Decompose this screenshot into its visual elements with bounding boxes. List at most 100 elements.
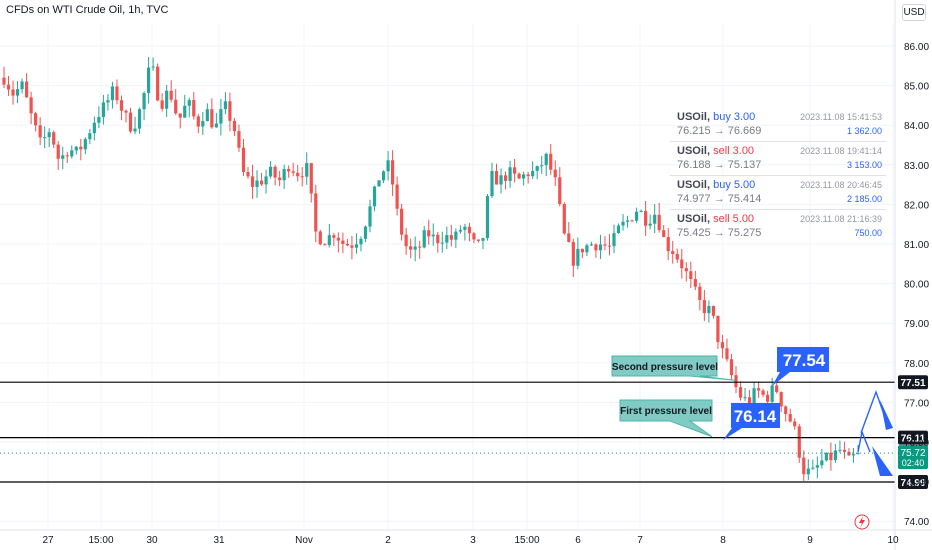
candle-body (594, 244, 598, 251)
y-tick-label: 76.00 (904, 438, 929, 449)
last-price-value: 75.72 (900, 448, 925, 459)
candle-body (128, 112, 133, 132)
x-tick-label: 31 (213, 535, 225, 546)
order-prices: 74.977 → 75.414 (677, 193, 762, 205)
candle-body (409, 246, 413, 250)
candle-body (115, 86, 119, 101)
projection-upper-path (860, 389, 887, 434)
candle-body (499, 175, 503, 185)
support-level-price-tag (898, 474, 928, 489)
candle-body (743, 397, 747, 399)
y-tick-label: 75.00 (904, 478, 929, 489)
candle-body (607, 245, 612, 247)
candle-body (418, 246, 422, 248)
order-row[interactable]: USOil, sell 3.00 76.188 → 75.137 2023.11… (670, 142, 886, 176)
x-tick-label: 27 (42, 535, 54, 546)
candle-body (300, 176, 304, 178)
x-tick-label: 9 (807, 535, 813, 546)
candle-body (372, 186, 377, 207)
order-symbol-text: USOil, (677, 145, 711, 157)
order-amount: 1 362.00 (846, 126, 882, 136)
orders-panel: USOil, buy 3.00 76.215 → 76.669 2023.11.… (670, 108, 886, 244)
candle-body (88, 133, 92, 140)
candle-body (151, 66, 155, 68)
candle-body (508, 167, 512, 181)
order-symbol: USOil, sell 5.00 (677, 213, 754, 225)
candle-body (847, 451, 851, 456)
candle-body (698, 286, 702, 301)
candle-body (802, 457, 806, 475)
candle-body (395, 184, 399, 209)
x-tick-label: 30 (146, 535, 158, 546)
candle-body (644, 210, 648, 226)
candle-body (716, 315, 720, 343)
candle-body (146, 67, 151, 94)
candle-body (246, 171, 250, 177)
y-tick-label: 79.00 (904, 319, 929, 330)
candle-body (517, 173, 521, 179)
candle-body (278, 177, 282, 181)
candle-body (160, 100, 164, 109)
candle-body (165, 90, 169, 109)
chart-title: CFDs on WTI Crude Oil, 1h, TVC (6, 4, 169, 16)
order-row[interactable]: USOil, buy 5.00 74.977 → 75.414 2023.11.… (670, 176, 886, 210)
candle-body (662, 230, 666, 237)
candle-body (255, 180, 259, 187)
x-tick-label: 7 (637, 535, 643, 546)
candle-body (842, 449, 847, 452)
candle-body (756, 388, 761, 391)
order-symbol: USOil, buy 3.00 (677, 111, 755, 123)
candle-body (264, 176, 268, 185)
candle-body (576, 248, 580, 266)
currency-badge[interactable]: USD (902, 4, 926, 21)
lightning-icon[interactable] (854, 514, 870, 530)
order-row[interactable]: USOil, sell 5.00 75.425 → 75.275 2023.11… (670, 210, 886, 244)
candle-body (309, 163, 313, 194)
candle-body (522, 174, 526, 179)
candle-body (11, 89, 15, 96)
candle-body (390, 160, 395, 185)
first-pressure-level-price-label: 76.11 (901, 434, 926, 445)
candle-body (598, 244, 603, 251)
candle-layer (2, 56, 860, 482)
candle-body (15, 89, 20, 96)
lower-price-box (723, 403, 780, 440)
candle-body (291, 171, 295, 173)
candle-body (711, 305, 716, 316)
candle-body (74, 146, 78, 151)
candle-body (445, 235, 449, 243)
candle-body (567, 233, 571, 242)
candle-body (693, 279, 697, 287)
y-tick-label: 85.00 (904, 82, 929, 93)
candle-body (481, 238, 485, 241)
candle-body (788, 414, 792, 422)
candle-body (625, 220, 630, 222)
candle-body (43, 137, 47, 139)
order-symbol: USOil, buy 5.00 (677, 179, 755, 191)
candle-body (214, 123, 218, 128)
candle-body (79, 146, 83, 150)
candle-body (675, 254, 679, 260)
candle-body (454, 231, 458, 240)
candle-body (490, 171, 494, 197)
order-row[interactable]: USOil, buy 3.00 76.215 → 76.669 2023.11.… (670, 108, 886, 142)
order-prices: 75.425 → 75.275 (677, 227, 762, 239)
order-symbol: USOil, sell 3.00 (677, 145, 754, 157)
candle-body (133, 128, 137, 132)
candle-body (210, 109, 214, 128)
order-symbol-text: USOil, (677, 111, 711, 123)
candle-body (119, 100, 124, 111)
candle-body (336, 237, 340, 241)
x-tick-label: 8 (720, 535, 726, 546)
candle-body (47, 132, 51, 138)
candle-body (671, 251, 675, 255)
candle-body (305, 163, 309, 177)
second-pressure-callout (611, 355, 736, 381)
order-amount: 3 153.00 (846, 160, 882, 170)
candle-body (101, 102, 106, 118)
candle-body (558, 177, 562, 205)
candle-body (282, 169, 286, 181)
candle-body (427, 230, 431, 237)
